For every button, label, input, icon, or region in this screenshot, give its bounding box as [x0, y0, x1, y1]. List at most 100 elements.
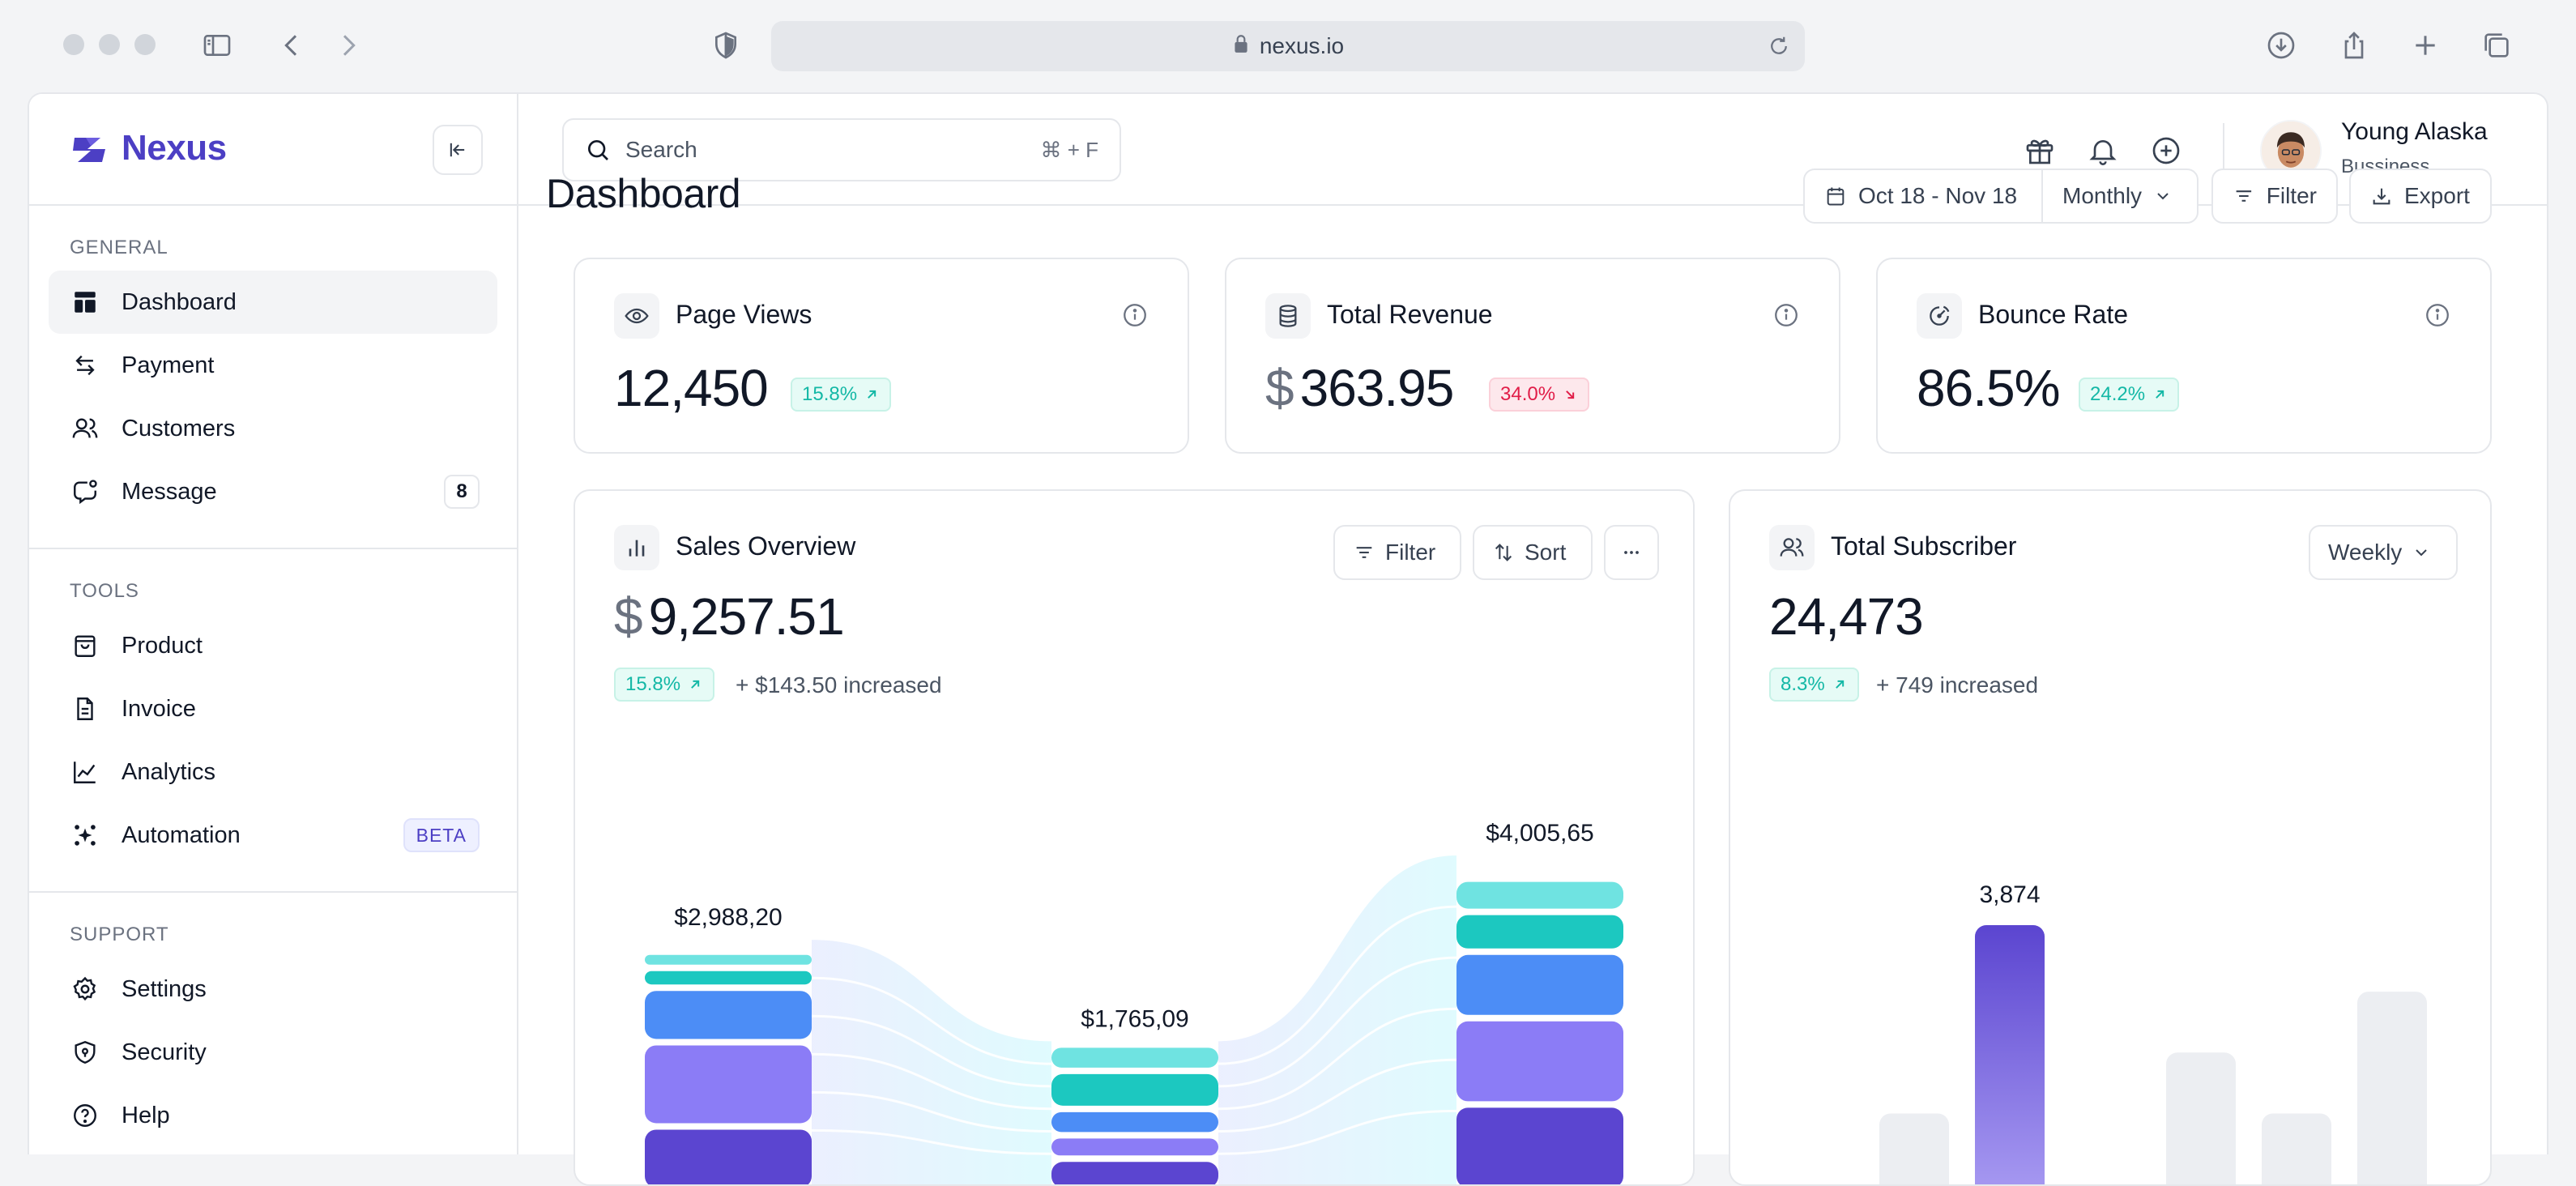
sales-total: $9,257.51	[614, 587, 845, 646]
nexus-logo-icon	[70, 130, 110, 170]
search-shortcut: ⌘ + F	[1040, 137, 1098, 162]
search-icon	[588, 140, 608, 160]
trend-up-badge: 15.8%	[614, 668, 715, 702]
sidebar-item-invoice[interactable]: Invoice	[49, 677, 497, 740]
chevron-down-icon	[2416, 549, 2428, 557]
minimize-window-button[interactable]	[99, 34, 120, 55]
sidebar-item-label: Payment	[122, 352, 215, 378]
sidebar-item-automation[interactable]: Automation BETA	[49, 804, 497, 867]
subscriber-total: 24,473	[1769, 587, 1924, 646]
sales-flow-ribbon	[1218, 855, 1456, 1184]
arrow-up-right-icon	[691, 680, 700, 689]
new-tab-icon[interactable]	[2404, 24, 2446, 66]
browser-chrome: nexus.io	[0, 0, 2576, 91]
more-options-button[interactable]	[1604, 525, 1659, 580]
sparkle-icon	[70, 820, 100, 851]
arrow-down-right-icon	[1566, 390, 1575, 399]
period-label: Weekly	[2328, 540, 2403, 565]
filter-icon	[1356, 547, 1372, 558]
nav-heading: SUPPORT	[70, 924, 169, 945]
stat-card-page-views: Page Views 12,450 15.8%	[574, 258, 1189, 454]
subscriber-bar-highlight	[1975, 925, 2045, 1184]
sales-sort-button[interactable]: Sort	[1473, 525, 1593, 580]
back-icon[interactable]	[271, 24, 313, 66]
sales-filter-button[interactable]: Filter	[1333, 525, 1461, 580]
search-placeholder: Search	[625, 137, 697, 162]
sales-flow-line	[811, 976, 1052, 1065]
sidebar-item-customers[interactable]: Customers	[49, 397, 497, 460]
bell-icon[interactable]	[2082, 130, 2124, 172]
address-bar[interactable]: nexus.io	[771, 21, 1805, 71]
sidebar-item-dashboard[interactable]: Dashboard	[49, 271, 497, 334]
sidebar-item-label: Invoice	[122, 695, 196, 722]
maximize-window-button[interactable]	[134, 34, 156, 55]
sidebar-item-product[interactable]: Product	[49, 614, 497, 677]
sales-bar-segment	[645, 971, 812, 985]
export-button[interactable]: Export	[2349, 169, 2492, 224]
sales-flow-line	[1218, 1109, 1457, 1155]
user-name[interactable]: Young Alaska	[2341, 118, 2488, 145]
reload-icon[interactable]	[1761, 28, 1797, 64]
filter-label: Filter	[2266, 183, 2317, 208]
download-icon[interactable]	[2260, 24, 2302, 66]
info-icon[interactable]	[1121, 301, 1149, 329]
info-icon[interactable]	[2424, 301, 2451, 329]
chevron-down-icon	[2157, 193, 2169, 200]
close-window-button[interactable]	[63, 34, 84, 55]
subscriber-bar	[2166, 1052, 2236, 1184]
collapse-sidebar-button[interactable]	[433, 125, 483, 175]
subscriber-period-select[interactable]: Weekly	[2309, 525, 2458, 580]
arrow-up-right-icon	[868, 390, 876, 399]
add-circle-icon[interactable]	[2145, 130, 2187, 172]
date-range-button[interactable]: Oct 18 - Nov 18	[1803, 169, 2043, 224]
gauge-icon	[1917, 293, 1962, 339]
top-bar: Search ⌘ + F Young Alaska Bussiness	[518, 94, 2547, 206]
filter-button[interactable]: Filter	[2211, 169, 2338, 224]
sidebar: Nexus GENERAL Dashboard Payment	[29, 94, 518, 1154]
sidebar-item-security[interactable]: Security	[49, 1021, 497, 1084]
privacy-shield-icon[interactable]	[705, 24, 747, 66]
calendar-icon	[1827, 187, 1845, 206]
sales-flow-line	[811, 1052, 1052, 1111]
sidebar-item-label: Settings	[122, 975, 207, 1002]
share-icon[interactable]	[2333, 24, 2375, 66]
sidebar-item-label: Help	[122, 1102, 170, 1128]
divider	[2223, 123, 2224, 178]
message-icon	[70, 476, 100, 507]
sales-flow-line	[1218, 956, 1457, 1088]
nav-heading: GENERAL	[70, 237, 168, 258]
subscriber-increase-text: + 749 increased	[1876, 672, 2039, 698]
sales-flow-line	[1218, 1007, 1457, 1111]
filter-label: Filter	[1385, 540, 1436, 565]
period-select[interactable]: Monthly	[2041, 169, 2199, 224]
sidebar-item-label: Dashboard	[122, 288, 237, 315]
sidebar-item-analytics[interactable]: Analytics	[49, 740, 497, 804]
forward-icon[interactable]	[327, 24, 369, 66]
sales-bar-segment	[1051, 1111, 1218, 1133]
sales-flow-line	[1218, 905, 1457, 1065]
sales-bar-segment	[1456, 954, 1623, 1015]
gift-icon[interactable]	[2019, 130, 2061, 172]
trend-down-badge: 34.0%	[1489, 378, 1590, 412]
sales-flow-line	[811, 1014, 1052, 1088]
sales-flow-ribbon	[812, 940, 1051, 1184]
sales-bar-segment	[1456, 881, 1623, 909]
sales-chart: $2,988,20 $1,765,09 $4,005,65	[645, 820, 1623, 1184]
users-icon	[1769, 525, 1815, 570]
info-icon[interactable]	[1772, 301, 1800, 329]
window-controls[interactable]	[63, 34, 156, 55]
arrow-up-right-icon	[1835, 680, 1844, 689]
sidebar-item-help[interactable]: Help	[49, 1084, 497, 1147]
sort-label: Sort	[1525, 540, 1567, 565]
sidebar-toggle-icon[interactable]	[196, 24, 238, 66]
tabs-overview-icon[interactable]	[2476, 24, 2518, 66]
gear-icon	[70, 974, 100, 1005]
bag-icon	[70, 630, 100, 661]
bar-chart-icon	[614, 525, 659, 570]
sidebar-item-settings[interactable]: Settings	[49, 958, 497, 1021]
beta-badge: BETA	[403, 818, 480, 852]
sales-flow-line	[811, 1090, 1052, 1133]
sidebar-item-payment[interactable]: Payment	[49, 334, 497, 397]
search-input[interactable]: Search ⌘ + F	[562, 118, 1121, 181]
sidebar-item-message[interactable]: Message 8	[49, 460, 497, 523]
